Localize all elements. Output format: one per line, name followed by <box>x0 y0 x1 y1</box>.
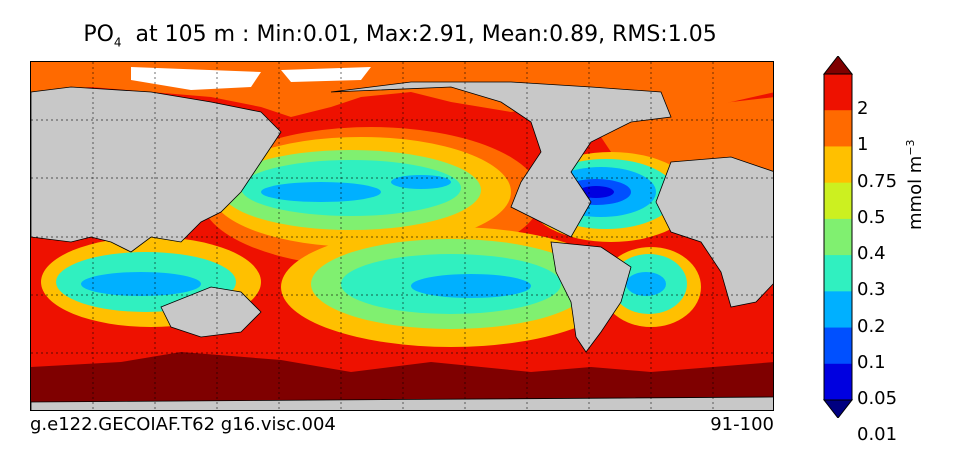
years-label: 91-100 <box>710 414 774 435</box>
colorbar-tick-label: 1 <box>857 134 869 156</box>
colorbar-segments <box>822 56 854 418</box>
map-title: PO4 at 105 m : Min:0.01, Max:2.91, Mean:… <box>0 22 800 49</box>
land <box>31 81 773 410</box>
colorbar-tick-label: 0.75 <box>857 170 898 192</box>
colorbar-segment <box>824 255 852 292</box>
ocean-map <box>30 61 774 411</box>
colorbar-segment <box>824 218 852 256</box>
colorbar-unit-label: mmol m−3 <box>904 139 926 230</box>
colorbar-tick-label: 0.4 <box>857 243 886 265</box>
unit-exponent: −3 <box>904 139 917 156</box>
colorbar-tick-label: 2 <box>857 98 869 120</box>
colorbar-segment <box>824 182 852 220</box>
colorbar-segment <box>824 110 852 147</box>
colorbar-tick-label: 0.5 <box>857 206 886 228</box>
eurasia <box>31 86 282 253</box>
graticule <box>31 62 773 410</box>
colorbar-tick-label: 0.2 <box>857 315 886 337</box>
colorbar-tick-label: 0.05 <box>857 388 898 409</box>
colorbar-extend-min <box>822 399 854 418</box>
australia <box>160 286 262 338</box>
npac-blue <box>261 182 381 202</box>
satl-blue <box>626 272 666 296</box>
ice-arctic-1 <box>131 67 261 90</box>
colorbar-tick-label: 0.01 <box>857 424 898 446</box>
case-name-label: g.e122.GECOIAF.T62 g16.visc.004 <box>30 414 336 435</box>
unit-base: mmol m <box>905 155 926 230</box>
colorbar-extend-max <box>822 56 854 75</box>
colorbar-segment <box>824 74 852 111</box>
io-blue <box>81 272 201 296</box>
colorbar-segment <box>824 327 852 365</box>
title-stats: at 105 m : Min:0.01, Max:2.91, Mean:0.89… <box>121 22 717 47</box>
title-subscript: 4 <box>113 35 122 50</box>
colorbar <box>822 56 854 418</box>
colorbar-tick-label: 0.1 <box>857 351 886 373</box>
southern-ocean-band <box>31 352 773 410</box>
south-america <box>550 241 632 353</box>
map-svg <box>31 62 773 410</box>
natl-core <box>578 186 614 198</box>
colorbar-segment <box>824 291 852 329</box>
north-america <box>330 81 672 238</box>
npac-blue2 <box>391 175 451 189</box>
africa-europe <box>655 156 773 308</box>
colorbar-tick-label: 0.3 <box>857 279 886 301</box>
colorbar-segment <box>824 363 852 401</box>
ice-arctic-2 <box>281 67 371 82</box>
sea-ice <box>131 67 371 90</box>
title-variable: PO <box>83 22 114 47</box>
colorbar-segment <box>824 146 852 184</box>
spac-blue <box>411 274 531 298</box>
